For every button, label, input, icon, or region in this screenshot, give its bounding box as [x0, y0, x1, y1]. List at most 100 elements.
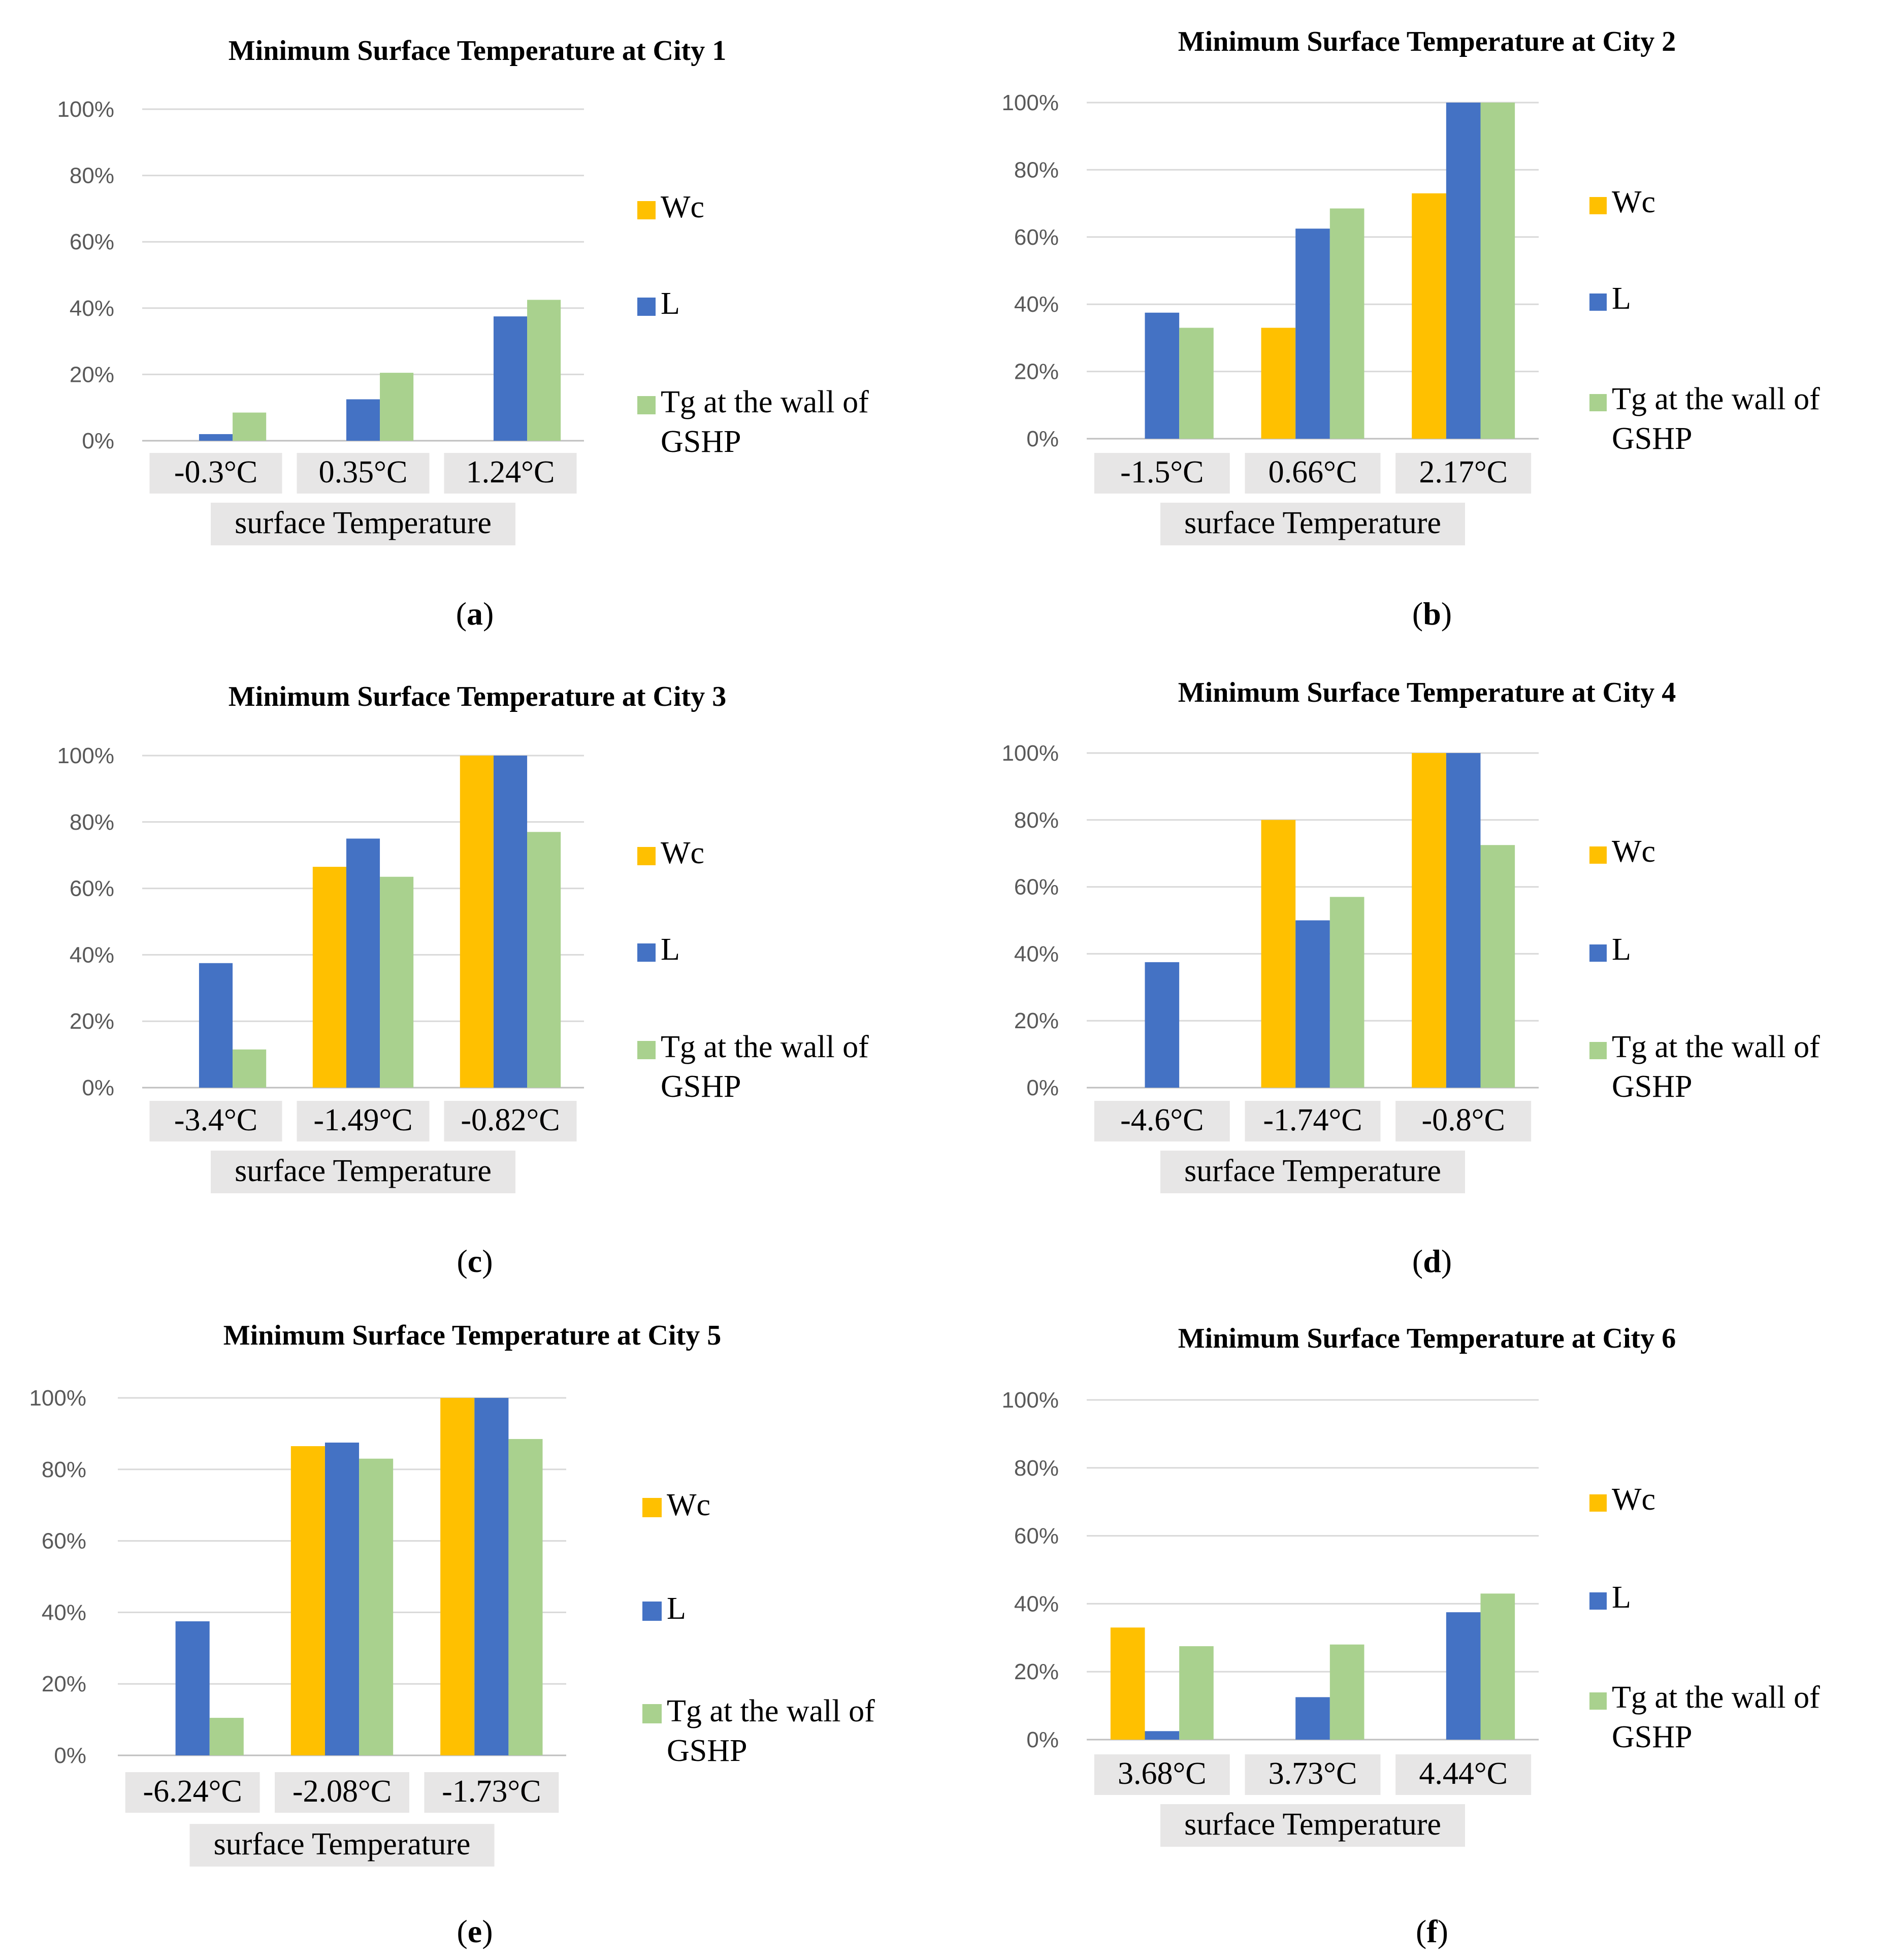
legend-swatch-tg — [642, 1704, 662, 1723]
y-tick-label: 0% — [82, 429, 114, 453]
legend-label-line: Tg at the wall of — [1612, 1680, 1820, 1715]
y-tick-label: 80% — [42, 1457, 86, 1482]
legend-label: L — [1612, 1580, 1631, 1615]
category-label-box — [1094, 1101, 1230, 1141]
caption-letter: e — [468, 1913, 482, 1949]
category-label-box — [125, 1772, 260, 1813]
x-tick-label: 0.35°C — [319, 455, 408, 489]
y-tick-label: 60% — [42, 1529, 86, 1554]
legend-swatch-wc — [637, 847, 656, 865]
legend-swatch-l — [637, 943, 656, 962]
y-tick-label: 40% — [70, 296, 114, 321]
legend-label: Wc — [1612, 1482, 1655, 1517]
x-axis-title: surface Temperature — [1184, 506, 1441, 540]
legend-label: Tg at the wall of GSHP — [661, 1030, 869, 1104]
category-label-box — [149, 1101, 282, 1141]
bar-l — [346, 838, 380, 1088]
caption-paren: ) — [482, 1243, 493, 1279]
x-axis-title: surface Temperature — [1184, 1807, 1441, 1842]
legend-swatch-wc — [1589, 1494, 1607, 1512]
caption-paren: ( — [1416, 1913, 1426, 1949]
bar-wc — [1261, 820, 1296, 1088]
bar-l — [324, 1443, 360, 1755]
y-tick-label: 60% — [70, 876, 114, 901]
caption-paren: ( — [457, 1913, 467, 1949]
caption-letter: d — [1423, 1243, 1441, 1279]
caption-letter: b — [1423, 596, 1441, 632]
caption-paren: ) — [482, 1913, 493, 1949]
category-label-box — [1395, 1754, 1532, 1795]
y-tick-label: 80% — [70, 164, 114, 188]
x-tick-label: -3.4°C — [174, 1103, 257, 1137]
x-tick-label: 3.73°C — [1269, 1756, 1357, 1791]
x-axis-title: surface Temperature — [214, 1827, 471, 1861]
bar-tg — [233, 412, 267, 441]
bar-wc — [1110, 1627, 1145, 1740]
bar-l — [1446, 103, 1481, 439]
panel-caption: (a) — [456, 596, 494, 632]
chart-panel-d: Minimum Surface Temperature at City 4 0% 2… — [1001, 677, 1820, 1279]
panel-caption: (c) — [457, 1243, 493, 1279]
legend-label: L — [661, 286, 680, 321]
legend-label-line: Tg at the wall of — [667, 1694, 875, 1728]
legend-label: L — [661, 932, 680, 967]
x-axis-title-box — [189, 1824, 495, 1867]
legend-swatch-l — [1589, 1592, 1607, 1610]
legend-label: Tg at the wall of GSHP — [667, 1694, 875, 1768]
x-tick-label: -4.6°C — [1120, 1103, 1204, 1137]
y-tick-label: 40% — [42, 1600, 86, 1625]
y-tick-label: 80% — [1014, 157, 1059, 182]
legend-label: Tg at the wall of GSHP — [1612, 382, 1820, 456]
bar-tg — [1480, 845, 1515, 1088]
legend-label: Tg at the wall of GSHP — [1612, 1680, 1820, 1754]
bar-tg — [233, 1049, 267, 1088]
bar-tg — [1179, 328, 1214, 439]
x-tick-label: -1.74°C — [1263, 1103, 1362, 1137]
category-label-box — [444, 1101, 577, 1141]
category-label-box — [1245, 1101, 1381, 1141]
x-tick-label: 3.68°C — [1118, 1756, 1207, 1791]
legend-swatch-tg — [1589, 1692, 1607, 1710]
x-axis-title: surface Temperature — [235, 506, 492, 540]
caption-paren: ( — [1412, 596, 1423, 632]
bar-l — [199, 434, 233, 441]
y-tick-label: 100% — [29, 1386, 86, 1411]
bar-wc — [440, 1398, 475, 1755]
y-tick-label: 40% — [1014, 1591, 1059, 1616]
caption-paren: ( — [456, 596, 467, 632]
bar-l — [346, 399, 380, 441]
legend-label-line: GSHP — [1612, 1720, 1693, 1754]
y-tick-label: 60% — [1014, 1524, 1059, 1549]
caption-letter: a — [467, 596, 483, 632]
legend-swatch-l — [637, 298, 656, 316]
category-label-box — [149, 453, 282, 494]
bar-wc — [1261, 328, 1296, 439]
bar-tg — [1480, 1593, 1515, 1740]
bar-tg — [359, 1458, 394, 1755]
y-tick-label: 100% — [57, 97, 114, 122]
bar-wc — [312, 867, 346, 1088]
category-label-box — [424, 1772, 559, 1813]
legend-label: L — [1612, 281, 1631, 316]
bar-wc — [460, 756, 494, 1088]
bar-tg — [380, 373, 414, 441]
legend-swatch-wc — [637, 201, 656, 219]
caption-paren: ( — [1412, 1243, 1423, 1279]
y-tick-label: 100% — [1001, 90, 1059, 115]
panel-caption: (e) — [457, 1913, 493, 1949]
x-tick-label: -1.5°C — [1120, 455, 1204, 489]
legend-label: L — [667, 1591, 686, 1626]
y-tick-label: 60% — [1014, 875, 1059, 900]
panel-caption: (f) — [1416, 1913, 1448, 1949]
legend-label: Wc — [667, 1488, 710, 1522]
y-tick-label: 60% — [70, 230, 114, 254]
chart-panel-c: Minimum Surface Temperature at City 3 0% 2… — [57, 681, 869, 1279]
legend-label-line: Tg at the wall of — [1612, 1030, 1820, 1064]
caption-letter: c — [468, 1243, 482, 1279]
chart-title: Minimum Surface Temperature at City 1 — [229, 35, 726, 67]
legend-label: Wc — [661, 190, 704, 224]
x-tick-label: 4.44°C — [1419, 1756, 1508, 1791]
y-tick-label: 20% — [1014, 360, 1059, 384]
x-tick-label: -6.24°C — [143, 1774, 242, 1809]
legend-swatch-tg — [637, 1041, 656, 1059]
